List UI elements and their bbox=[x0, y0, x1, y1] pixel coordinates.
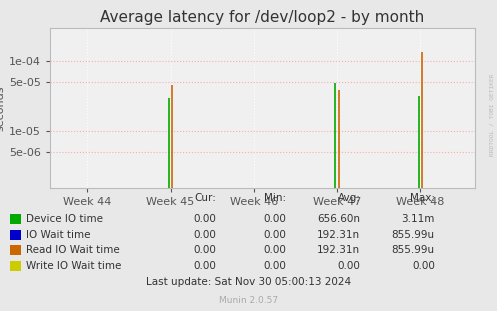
Text: Last update: Sat Nov 30 05:00:13 2024: Last update: Sat Nov 30 05:00:13 2024 bbox=[146, 276, 351, 286]
Text: 0.00: 0.00 bbox=[193, 245, 216, 255]
Text: Min:: Min: bbox=[263, 193, 286, 202]
Text: Max:: Max: bbox=[410, 193, 435, 202]
Text: 192.31n: 192.31n bbox=[317, 245, 360, 255]
Text: 0.00: 0.00 bbox=[263, 245, 286, 255]
Text: Munin 2.0.57: Munin 2.0.57 bbox=[219, 296, 278, 305]
Text: 855.99u: 855.99u bbox=[392, 245, 435, 255]
Text: 0.00: 0.00 bbox=[412, 261, 435, 271]
Text: 0.00: 0.00 bbox=[193, 230, 216, 240]
Title: Average latency for /dev/loop2 - by month: Average latency for /dev/loop2 - by mont… bbox=[100, 11, 424, 26]
Text: 0.00: 0.00 bbox=[193, 261, 216, 271]
Text: 656.60n: 656.60n bbox=[317, 214, 360, 224]
Text: 3.11m: 3.11m bbox=[402, 214, 435, 224]
Text: RRDTOOL / TOBI OETIKER: RRDTOOL / TOBI OETIKER bbox=[490, 74, 495, 156]
Text: Read IO Wait time: Read IO Wait time bbox=[26, 245, 120, 255]
Text: 0.00: 0.00 bbox=[263, 214, 286, 224]
Text: 855.99u: 855.99u bbox=[392, 230, 435, 240]
Text: IO Wait time: IO Wait time bbox=[26, 230, 90, 240]
Text: Device IO time: Device IO time bbox=[26, 214, 103, 224]
Text: 192.31n: 192.31n bbox=[317, 230, 360, 240]
Text: 0.00: 0.00 bbox=[337, 261, 360, 271]
Text: 0.00: 0.00 bbox=[193, 214, 216, 224]
Text: Cur:: Cur: bbox=[194, 193, 216, 202]
Text: Avg:: Avg: bbox=[337, 193, 360, 202]
Text: Write IO Wait time: Write IO Wait time bbox=[26, 261, 121, 271]
Text: 0.00: 0.00 bbox=[263, 261, 286, 271]
Y-axis label: seconds: seconds bbox=[0, 85, 6, 131]
Text: 0.00: 0.00 bbox=[263, 230, 286, 240]
